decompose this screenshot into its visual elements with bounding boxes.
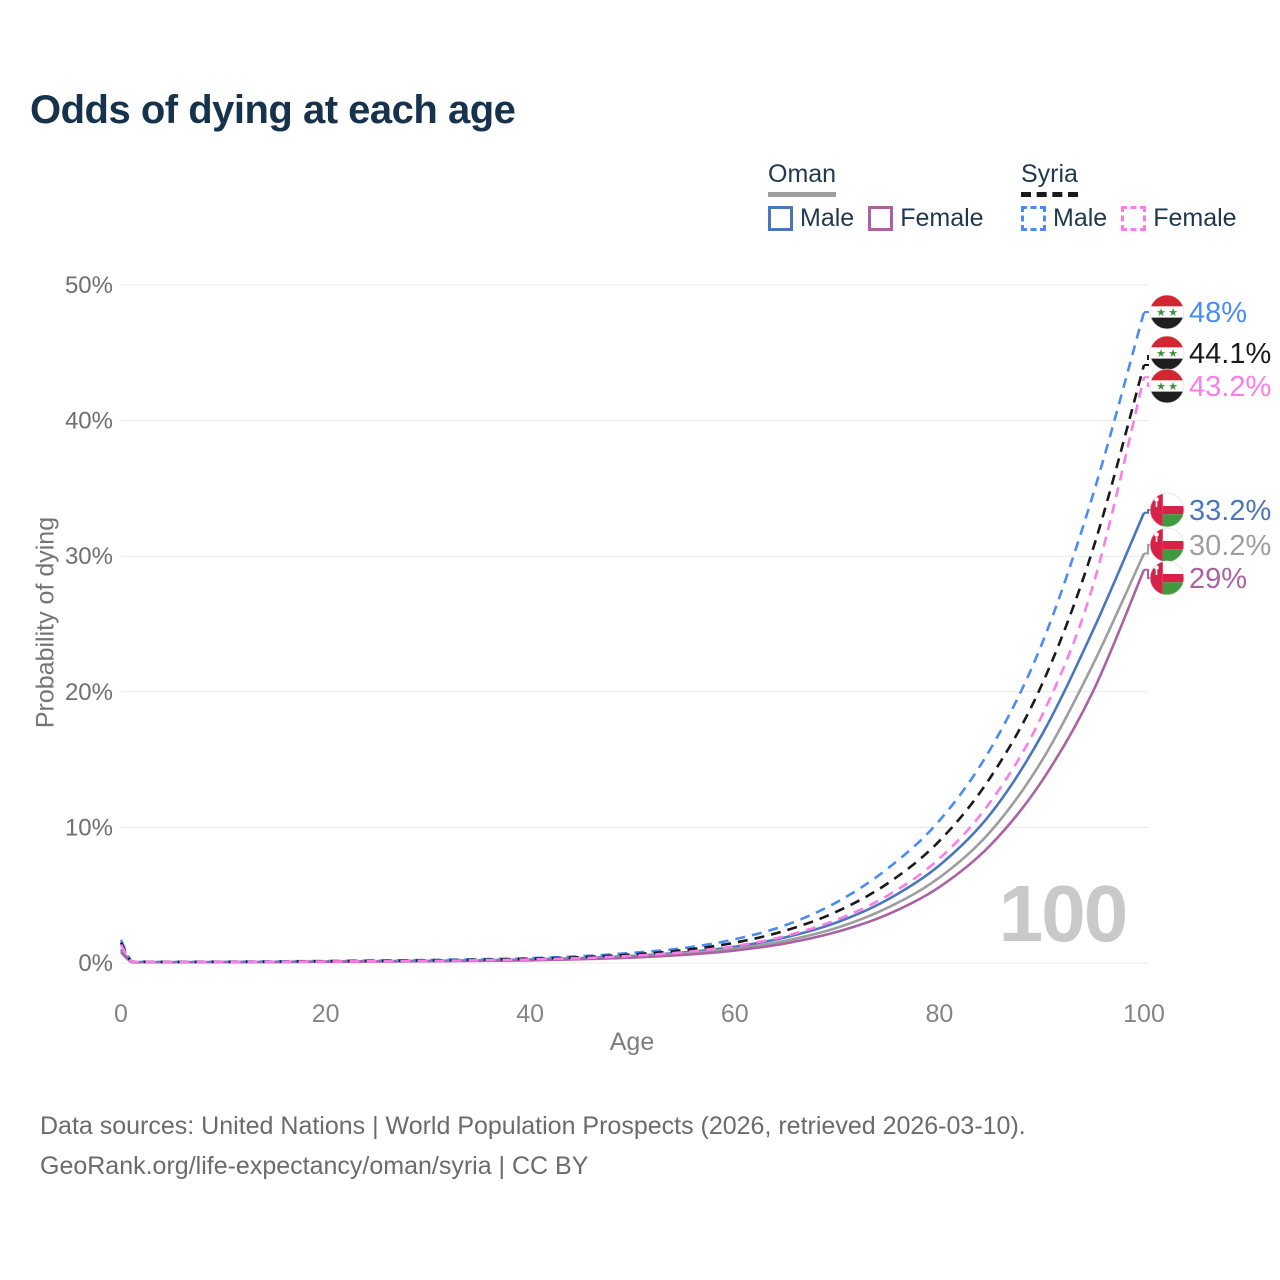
x-axis-title: Age (609, 1028, 655, 1056)
end-label-oman-both-sexes: 30.2% (1144, 527, 1271, 563)
svg-text:★: ★ (1168, 348, 1178, 360)
page-title: Odds of dying at each age (30, 88, 516, 132)
legend-item-label: Female (1153, 204, 1237, 232)
oman-flag-icon (1149, 527, 1185, 563)
end-value-label: 43.2% (1189, 371, 1271, 403)
data-sources-line: Data sources: United Nations | World Pop… (40, 1112, 1026, 1140)
series-line-syria-male[interactable] (119, 311, 1146, 964)
end-value-label: 30.2% (1189, 530, 1271, 562)
x-tick-label: 20 (312, 1000, 340, 1028)
series-line-syria-female[interactable] (119, 376, 1146, 964)
x-tick-label: 100 (1123, 1000, 1165, 1028)
label-connector (1144, 376, 1150, 387)
syria-female-swatch-icon (1121, 206, 1147, 231)
syria-flag-icon: ★ ★ (1149, 294, 1185, 330)
attribution-line: GeoRank.org/life-expectancy/oman/syria |… (40, 1152, 589, 1180)
age-watermark: 100 (998, 869, 1128, 958)
svg-text:★: ★ (1156, 307, 1166, 319)
legend-item-syria-male[interactable]: Male (1021, 204, 1107, 233)
syria-male-swatch-icon (1021, 206, 1046, 231)
x-tick-label: 80 (925, 1000, 953, 1028)
svg-text:★: ★ (1168, 307, 1178, 319)
oman-male-swatch-icon (768, 206, 793, 231)
y-axis-title: Probability of dying (31, 516, 60, 729)
legend-item-oman-male[interactable]: Male (768, 204, 854, 233)
end-label-syria-female: ★ ★ 43.2% (1144, 368, 1271, 404)
legend-header-oman[interactable]: Oman (768, 160, 837, 197)
end-label-oman-female: 29% (1144, 560, 1247, 596)
x-tick-label: 0 (114, 1000, 128, 1028)
label-connector (1144, 544, 1150, 555)
end-value-label: 48% (1189, 297, 1247, 329)
legend-item-syria-female[interactable]: Female (1121, 204, 1237, 233)
label-connector (1144, 568, 1150, 579)
legend-group-oman: Oman Male Female (768, 160, 984, 233)
oman-flag-icon (1149, 492, 1185, 528)
syria-line-sample-icon (1021, 192, 1078, 197)
oman-line-sample-icon (768, 192, 837, 197)
svg-text:★: ★ (1156, 381, 1166, 393)
x-tick-label: 40 (516, 1000, 544, 1028)
legend-country-label-oman: Oman (768, 160, 837, 188)
legend-header-syria[interactable]: Syria (1021, 160, 1078, 197)
legend-item-label: Female (900, 204, 984, 232)
end-label-syria-both-sexes: ★ ★ 44.1% (1144, 335, 1271, 371)
legend-country-label-syria: Syria (1021, 160, 1078, 188)
end-value-label: 44.1% (1189, 338, 1271, 370)
svg-text:★: ★ (1156, 348, 1166, 360)
x-tick-label: 60 (721, 1000, 749, 1028)
y-tick-label: 50% (65, 272, 113, 299)
legend-group-syria: Syria Male Female (1021, 160, 1237, 233)
gridlines: 0% 10% 20% 30% 40% 50% 0 20 40 60 80 100 (65, 272, 1165, 1028)
footer: Data sources: United Nations | World Pop… (40, 1106, 1026, 1186)
end-label-oman-male: 33.2% (1144, 492, 1271, 528)
end-label-syria-male: ★ ★ 48% (1144, 294, 1247, 330)
legend-item-label: Male (800, 204, 855, 232)
oman-flag-icon (1149, 560, 1185, 596)
svg-text:★: ★ (1168, 381, 1178, 393)
legend-item-oman-female[interactable]: Female (868, 204, 984, 233)
end-value-label: 33.2% (1189, 495, 1271, 527)
y-tick-label: 0% (78, 950, 113, 977)
y-tick-label: 40% (65, 408, 113, 435)
legend-item-label: Male (1053, 204, 1108, 232)
y-tick-label: 30% (65, 543, 113, 570)
y-tick-label: 20% (65, 679, 113, 706)
label-connector (1144, 509, 1150, 514)
end-value-label: 29% (1189, 563, 1247, 595)
syria-flag-icon: ★ ★ (1149, 335, 1185, 371)
label-connector (1144, 352, 1150, 367)
syria-flag-icon: ★ ★ (1149, 368, 1185, 404)
y-tick-label: 10% (65, 814, 113, 841)
series-line-syria-both-sexes[interactable] (119, 364, 1146, 964)
oman-female-swatch-icon (868, 206, 894, 231)
